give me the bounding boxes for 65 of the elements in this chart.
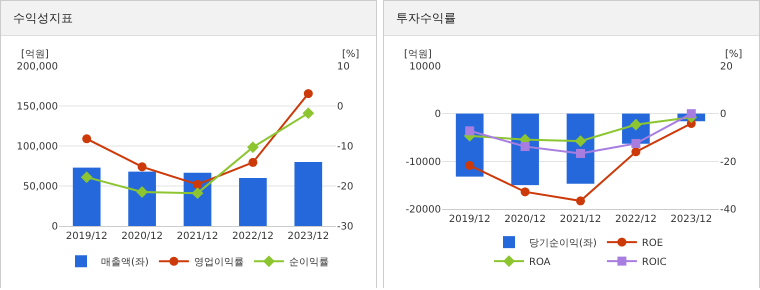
x-tick-label: 2019/12 bbox=[448, 214, 490, 225]
y2-tick-label: -40 bbox=[720, 204, 736, 216]
y2-tick-label: 0 bbox=[337, 102, 344, 112]
y2-tick-label: -30 bbox=[337, 222, 354, 232]
point bbox=[686, 109, 696, 118]
y2-axis-title: [%] bbox=[342, 49, 360, 60]
bar bbox=[294, 162, 322, 226]
point bbox=[302, 107, 314, 120]
bar bbox=[128, 172, 156, 226]
point bbox=[80, 171, 93, 184]
y2-axis-title: [%] bbox=[725, 49, 742, 60]
x-tick-label: 2020/12 bbox=[121, 231, 163, 242]
bar bbox=[239, 178, 267, 226]
y-tick-label: 50,000 bbox=[23, 182, 58, 192]
point bbox=[136, 186, 148, 198]
y-tick-label: 10000 bbox=[409, 62, 441, 72]
point bbox=[465, 126, 474, 136]
point bbox=[193, 180, 202, 189]
x-tick-label: 2019/12 bbox=[66, 231, 108, 242]
point bbox=[465, 160, 474, 170]
x-tick-label: 2023/12 bbox=[670, 214, 712, 225]
point bbox=[576, 196, 585, 206]
y-tick-label: 100,000 bbox=[16, 142, 58, 152]
point bbox=[576, 148, 585, 158]
legend-label: ROA bbox=[529, 256, 551, 268]
legend-label: 순이익률 bbox=[288, 257, 329, 268]
x-tick-label: 2021/12 bbox=[176, 231, 218, 242]
x-tick-label: 2022/12 bbox=[232, 231, 274, 242]
y2-tick-label: 10 bbox=[337, 62, 350, 72]
point bbox=[520, 187, 530, 196]
y-tick-label: 0 bbox=[434, 109, 441, 120]
bar bbox=[72, 168, 101, 226]
point bbox=[520, 142, 530, 152]
x-tick-label: 2020/12 bbox=[504, 214, 546, 225]
y-tick-label: 150,000 bbox=[16, 102, 58, 112]
y-axis-title: [억원] bbox=[21, 49, 49, 60]
y-tick-label: 200,000 bbox=[16, 62, 58, 72]
x-tick-label: 2022/12 bbox=[615, 214, 657, 225]
y2-tick-label: 0 bbox=[720, 109, 726, 120]
y2-tick-label: 20 bbox=[720, 62, 733, 72]
y2-tick-label: -20 bbox=[720, 156, 736, 168]
point bbox=[248, 158, 258, 167]
legend-label: ROIC bbox=[642, 256, 667, 268]
x-tick-label: 2023/12 bbox=[288, 231, 330, 242]
point bbox=[631, 147, 640, 156]
point bbox=[192, 187, 204, 200]
legend-label: 당기순이익(좌) bbox=[529, 238, 597, 249]
legend-label: ROE bbox=[642, 238, 664, 249]
y2-tick-label: -10 bbox=[337, 142, 354, 152]
chart-title: 수익성지표 bbox=[1, 1, 376, 36]
y-tick-label: -10000 bbox=[406, 156, 441, 168]
point bbox=[631, 138, 640, 148]
y-axis-title: [억원] bbox=[404, 49, 432, 60]
x-tick-label: 2021/12 bbox=[560, 214, 602, 225]
point bbox=[138, 162, 147, 172]
point bbox=[247, 141, 259, 154]
y-tick-label: 0 bbox=[52, 222, 58, 232]
y-tick-label: -20000 bbox=[406, 204, 441, 216]
y2-tick-label: -20 bbox=[337, 182, 354, 192]
point bbox=[82, 134, 92, 144]
chart-title: 투자수익률 bbox=[384, 1, 759, 36]
point bbox=[304, 89, 313, 98]
point bbox=[574, 135, 586, 147]
legend-label: 매출액(좌) bbox=[101, 257, 149, 268]
legend-label: 영업이익률 bbox=[194, 257, 244, 268]
